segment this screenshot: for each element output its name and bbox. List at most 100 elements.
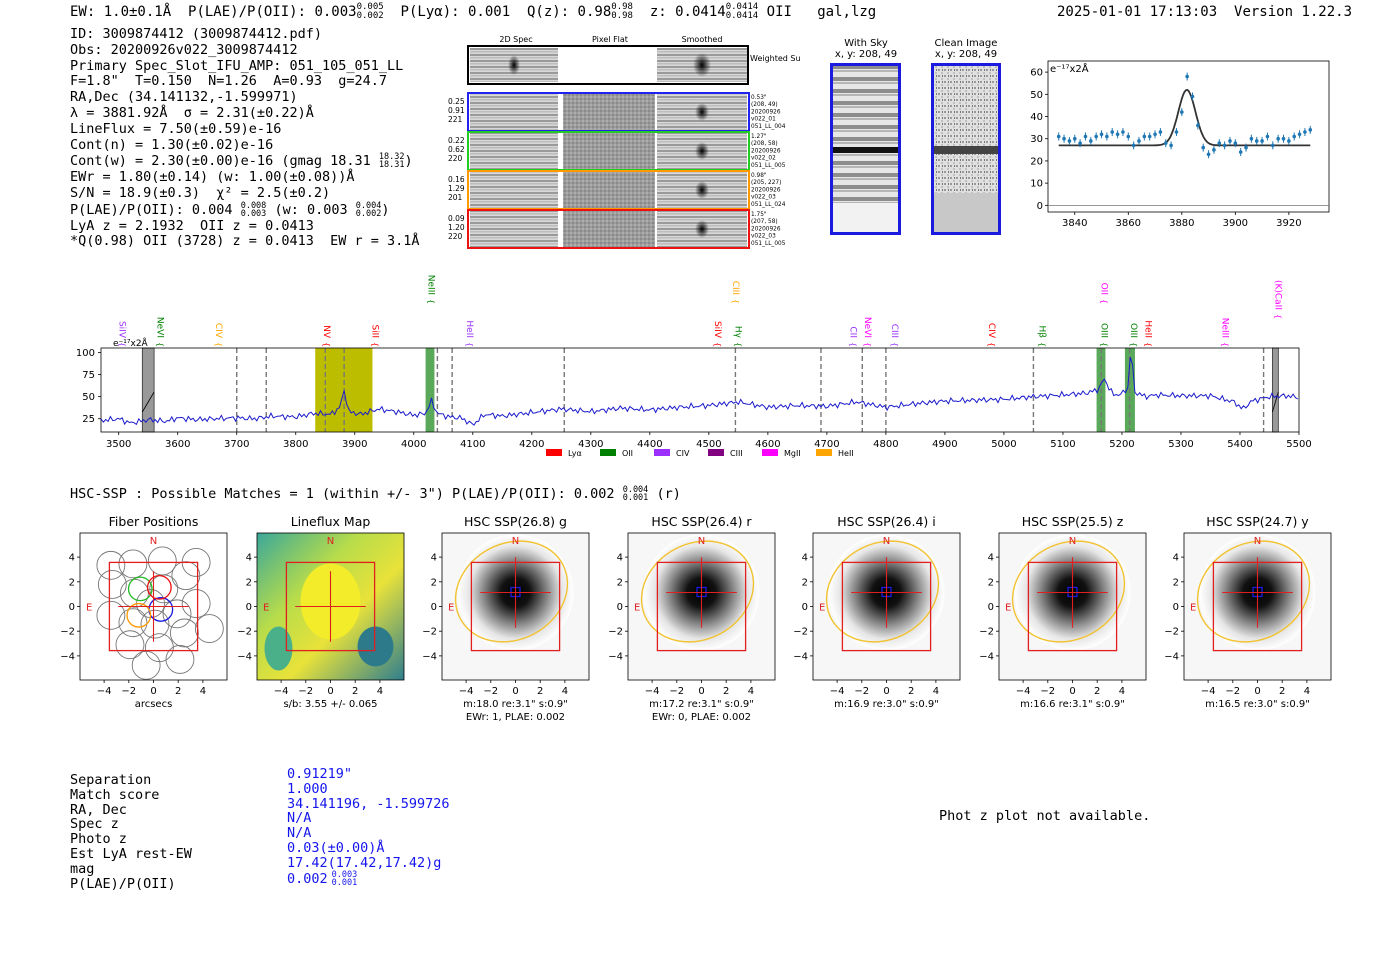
spectrum-line-label: OIII bbox=[1098, 323, 1108, 338]
fiber-circle bbox=[181, 589, 211, 618]
fit-data-point bbox=[1217, 141, 1222, 145]
header-qz-sup: 0.98 bbox=[611, 2, 633, 12]
panel-x-tick-label: 4 bbox=[377, 686, 383, 697]
spectrum-line-label: HeII bbox=[1143, 320, 1153, 338]
spectrum-line-brace: { bbox=[370, 342, 379, 347]
spectrum-line-label: CIV bbox=[213, 323, 223, 339]
panel-x-tick-label: 4 bbox=[1304, 686, 1310, 697]
panel-y-tick-label: −2 bbox=[60, 627, 75, 638]
summary-values: 0.91219" 1.000 34.141196, -1.599726 N/A N/A 0… bbox=[287, 767, 450, 887]
panel-x-tick-label: −2 bbox=[669, 686, 684, 697]
spectrum-line-label: Hγ bbox=[732, 326, 742, 339]
fit-y-tick-label: 30 bbox=[1030, 134, 1043, 145]
panel-x-tick-label: 4 bbox=[1119, 686, 1125, 697]
fit-data-point bbox=[1265, 134, 1270, 139]
summary-value: N/A bbox=[287, 811, 450, 826]
legend-label: CIII bbox=[730, 449, 743, 458]
spectrum-line-label: Hβ bbox=[1036, 325, 1046, 338]
panel-y-tick-label: −2 bbox=[608, 627, 623, 638]
panel-footer: m:16.9 re:3.0" s:0.9" bbox=[834, 699, 939, 710]
panel-y-tick-label: 4 bbox=[988, 553, 994, 564]
info-plae-sub: 0.003 bbox=[240, 208, 267, 219]
north-label: N bbox=[512, 536, 519, 547]
cutout-pixelflat bbox=[563, 211, 655, 247]
panel-x-tick-label: 0 bbox=[1254, 686, 1260, 697]
panel-x-tick-label: 2 bbox=[537, 686, 543, 697]
cutout-right-value: 1.27" bbox=[751, 134, 767, 140]
fit-data-point bbox=[1292, 134, 1297, 139]
spectrum-line-brace: { bbox=[1144, 342, 1153, 347]
panel-y-tick-label: 2 bbox=[617, 577, 623, 588]
fit-data-point bbox=[1115, 132, 1120, 137]
fit-data-point bbox=[1094, 134, 1098, 139]
spectrum-x-tick-label: 4900 bbox=[932, 439, 957, 450]
header-z-line: OII bbox=[766, 4, 792, 20]
fit-data-point bbox=[1067, 139, 1072, 143]
summary-value: 34.141196, -1.599726 bbox=[287, 796, 450, 812]
cutout-right-value: 051_LL_005 bbox=[751, 163, 786, 169]
info-fiber: F=1.8" T=0.150 N=1.26 A=0.93 g=24.7 bbox=[70, 73, 387, 90]
fit-y-tick-label: 20 bbox=[1030, 156, 1043, 167]
spectrum-line-brace: { bbox=[322, 342, 331, 347]
spectrum-line-brace: { bbox=[863, 342, 872, 347]
cutout-pixelflat bbox=[563, 94, 655, 130]
col-pixelflat: Pixel Flat bbox=[592, 35, 628, 44]
east-label: E bbox=[1005, 603, 1011, 614]
fit-data-point bbox=[1126, 134, 1131, 139]
panel-x-tick-label: −4 bbox=[459, 686, 474, 697]
spectrum-line-label: CIII bbox=[889, 324, 899, 338]
panel-title: HSC SSP(24.7) y bbox=[1206, 514, 1309, 529]
spectrum-line-label: SiIV bbox=[116, 321, 126, 339]
fit-data-point bbox=[1158, 130, 1163, 134]
spectrum-x-tick-label: 5500 bbox=[1286, 439, 1311, 450]
fit-y-ticks: 0 10 20 30 40 50 60 bbox=[1030, 68, 1048, 212]
east-label: E bbox=[86, 603, 92, 614]
fit-data-point bbox=[1303, 130, 1307, 134]
cutout-right-value: (205, 227) bbox=[751, 180, 781, 186]
panel-y-tick-label: −4 bbox=[979, 651, 994, 662]
summary-value-text: 0.002 bbox=[287, 870, 328, 887]
panel-x-tick-label: −2 bbox=[298, 686, 313, 697]
header-z-sup: 0.0414 bbox=[725, 2, 759, 12]
cutout-smoothed-blob bbox=[695, 103, 709, 121]
spectrum-line-brace: { bbox=[713, 342, 722, 347]
panel-y-tick-label: −4 bbox=[60, 651, 75, 662]
spectrum-line-brace: { bbox=[1099, 342, 1108, 347]
panel-y-tick-label: 2 bbox=[246, 577, 252, 588]
info-ewr: EWr = 1.80(±0.14) (w: 1.00(±0.08))Å bbox=[70, 169, 355, 186]
spectrum-x-tick-label: 3600 bbox=[165, 439, 190, 450]
panel-x-tick-label: −2 bbox=[854, 686, 869, 697]
spectrum-x-tick-label: 3800 bbox=[283, 439, 308, 450]
hsc-line-text: HSC-SSP : Possible Matches = 1 (within +… bbox=[70, 486, 615, 502]
cutout-right-value: 051_LL_024 bbox=[751, 202, 786, 208]
image-panels: Fiber Positions N E 4 2 0 −2 −4 −4 −2 0 2 4 arcsecs Li… bbox=[60, 514, 1332, 723]
fit-data-point bbox=[1147, 134, 1152, 139]
fit-data-point bbox=[1276, 136, 1280, 141]
summary-label: mag bbox=[70, 860, 95, 877]
fit-x-tick-label: 3840 bbox=[1062, 218, 1087, 229]
panel-title: HSC SSP(26.8) g bbox=[464, 514, 567, 529]
info-lambda: λ = 3881.92Å σ = 2.31(±0.22)Å bbox=[70, 104, 314, 121]
header-plae-sup: 0.005 bbox=[356, 2, 384, 12]
panel-y-tick-label: −4 bbox=[608, 651, 623, 662]
header-ew: EW: 1.0±0.1Å bbox=[70, 4, 172, 20]
col-2dspec: 2D Spec bbox=[499, 35, 532, 44]
fit-x-tick-label: 3880 bbox=[1169, 218, 1194, 229]
fit-axes-frame bbox=[1047, 60, 1330, 213]
aperture-box bbox=[285, 561, 376, 652]
panel-y-tick-label: 4 bbox=[802, 553, 808, 564]
spectrum-gray-band-hatch bbox=[1272, 391, 1279, 413]
cutout-pixelflat bbox=[563, 133, 655, 169]
panel-x-tick-label: −4 bbox=[830, 686, 845, 697]
spectrum-line-brace: { bbox=[156, 342, 165, 347]
spectrum-line-brace: { bbox=[427, 299, 436, 304]
panel-y-tick-label: −4 bbox=[422, 651, 437, 662]
info-plae-w-sub: 0.002 bbox=[355, 208, 382, 219]
legend-swatch bbox=[600, 449, 616, 456]
summary-value: 17.42(17.42,17.42)g bbox=[287, 855, 450, 871]
header-summary: EW: 1.0±0.1Å P(LAE)/P(OII): 0.0030.005 0.… bbox=[70, 3, 876, 21]
spectrum-line-label: OIII bbox=[1128, 323, 1138, 338]
spectrum-line-label: CIII bbox=[730, 281, 740, 295]
